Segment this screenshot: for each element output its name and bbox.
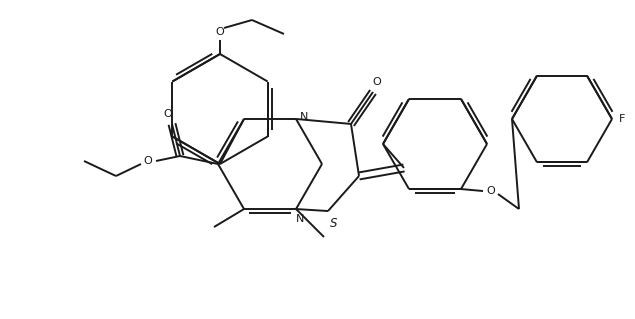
Text: O: O bbox=[216, 27, 224, 37]
Text: O: O bbox=[164, 109, 172, 119]
Text: S: S bbox=[330, 217, 338, 230]
Text: O: O bbox=[486, 186, 495, 196]
Text: N: N bbox=[300, 112, 308, 122]
Text: O: O bbox=[144, 156, 152, 166]
Text: F: F bbox=[619, 114, 625, 124]
Text: N: N bbox=[296, 214, 304, 224]
Text: O: O bbox=[373, 77, 382, 87]
